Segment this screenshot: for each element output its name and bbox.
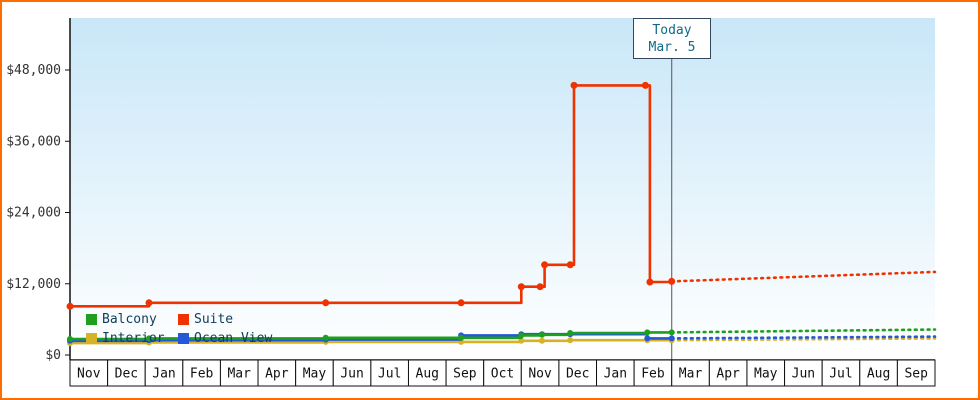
month-label: Feb [190, 367, 214, 382]
month-label: Apr [716, 367, 740, 382]
legend-label-ocean-view: Ocean View [194, 331, 273, 346]
y-tick-label: $24,000 [6, 206, 61, 221]
month-cell [821, 359, 861, 387]
month-cell [708, 359, 748, 387]
month-cell [445, 359, 485, 387]
legend-item-ocean-view: Ocean View [178, 331, 272, 346]
month-label: Mar [679, 367, 703, 382]
balcony-marker [458, 334, 465, 341]
suite-marker [541, 261, 549, 269]
legend-label-interior: Interior [102, 331, 165, 346]
balcony-marker [322, 334, 329, 341]
today-label: Today [652, 22, 692, 38]
month-label: Aug [867, 367, 890, 382]
ocean-view-forecast-line [670, 335, 937, 340]
month-label: Jun [340, 367, 363, 382]
balcony-forecast-line [670, 328, 937, 334]
month-label: Jul [378, 367, 401, 382]
ocean-view-swatch-icon [178, 333, 189, 344]
month-cell [896, 359, 936, 387]
balcony-marker [539, 331, 545, 338]
interior-swatch-icon [86, 333, 97, 344]
ocean-view-marker [668, 335, 675, 342]
month-cell [295, 359, 334, 387]
month-label: Aug [416, 367, 439, 382]
suite-marker [536, 283, 544, 291]
legend-item-suite: Suite [178, 312, 272, 327]
month-label: Jul [829, 367, 852, 382]
interior-forecast-line [670, 337, 937, 342]
month-cell [784, 359, 823, 387]
suite-marker [66, 302, 74, 310]
month-label: Nov [528, 367, 552, 382]
month-label: Sep [453, 367, 477, 382]
month-cell [671, 359, 710, 387]
y-tick-label: $36,000 [6, 134, 61, 149]
balcony-marker [67, 336, 73, 342]
month-label: May [754, 367, 778, 382]
month-label: Jan [604, 367, 627, 382]
balcony-marker [146, 335, 152, 342]
month-cell [633, 359, 673, 387]
y-tick-label: $48,000 [6, 63, 61, 78]
legend-item-interior: Interior [86, 331, 178, 346]
suite-marker [668, 277, 676, 285]
balcony-marker [644, 329, 651, 336]
today-date: Mar. 5 [648, 39, 696, 55]
plot-background [70, 18, 935, 360]
suite-marker [641, 81, 649, 89]
month-cell [558, 359, 598, 387]
suite-marker [517, 283, 525, 291]
suite-marker [570, 81, 578, 89]
month-label: Mar [227, 367, 251, 382]
month-label: Apr [265, 367, 289, 382]
month-cell [257, 359, 297, 387]
month-cell [859, 359, 898, 387]
month-label: Feb [641, 367, 665, 382]
y-tick-label: $0 [45, 348, 61, 363]
legend: Balcony Suite Interior Ocean View [86, 312, 272, 346]
month-cell [746, 359, 786, 387]
ocean-view-marker [644, 335, 651, 342]
suite-marker [566, 261, 574, 269]
month-label: Sep [904, 367, 928, 382]
month-label: Jan [152, 367, 175, 382]
balcony-marker [518, 332, 525, 339]
month-cell [370, 359, 409, 387]
y-tick-label: $12,000 [6, 277, 61, 292]
suite-marker [322, 299, 330, 307]
legend-item-balcony: Balcony [86, 312, 178, 327]
suite-marker [145, 299, 153, 307]
suite-swatch-icon [178, 314, 189, 325]
month-label: Oct [491, 367, 514, 382]
month-label: Dec [566, 367, 589, 382]
today-marker-box: Today Mar. 5 [633, 18, 711, 59]
suite-line [70, 84, 673, 308]
balcony-marker [567, 330, 574, 336]
suite-forecast-line [670, 270, 937, 283]
interior-marker [567, 337, 574, 344]
interior-marker [518, 337, 525, 344]
suite-marker [457, 299, 465, 307]
legend-label-balcony: Balcony [102, 312, 157, 327]
legend-label-suite: Suite [194, 312, 234, 327]
month-label: Nov [77, 367, 101, 382]
month-label: Dec [115, 367, 138, 382]
month-label: Jun [792, 367, 815, 382]
suite-marker [646, 278, 654, 286]
month-label: May [303, 367, 327, 382]
balcony-marker [668, 329, 675, 336]
month-cell [596, 359, 635, 387]
balcony-swatch-icon [86, 314, 97, 325]
interior-marker [539, 337, 545, 344]
